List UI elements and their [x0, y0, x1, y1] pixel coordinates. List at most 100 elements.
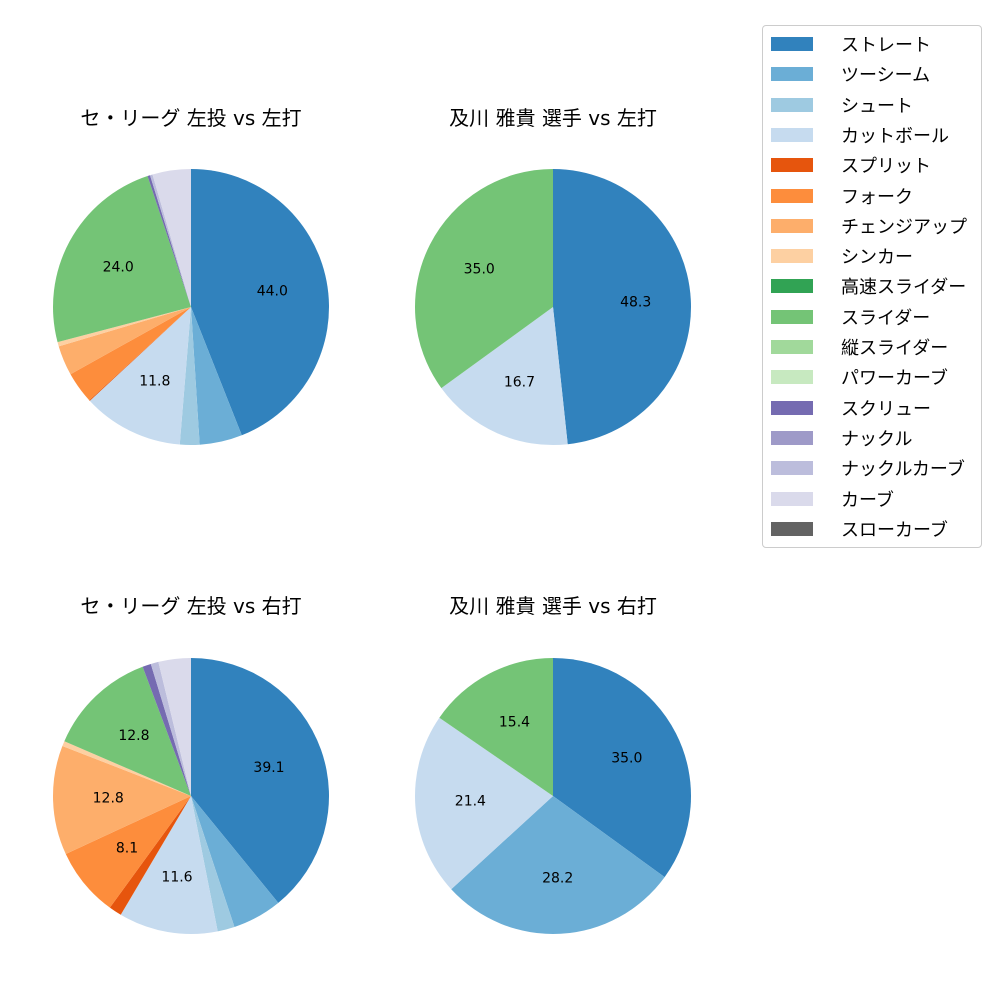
- legend-label: ツーシーム: [841, 65, 931, 87]
- legend-label: ナックルカーブ: [841, 459, 965, 481]
- pie-slice: [439, 658, 553, 796]
- legend-swatch: [771, 127, 813, 142]
- legend-swatch: [771, 461, 813, 476]
- pie-slice: [142, 663, 191, 796]
- slice-value-label: 16.7: [504, 375, 535, 391]
- chart-title-2: 及川 雅貴 選手 vs 左打: [449, 106, 657, 130]
- pie-slice: [150, 174, 191, 307]
- pie-slice: [89, 307, 191, 401]
- legend-item: カットボール: [771, 120, 949, 150]
- legend-label: スローカーブ: [841, 519, 948, 541]
- legend-swatch: [771, 400, 813, 415]
- slice-value-label: 35.0: [464, 261, 495, 277]
- legend-item: シンカー: [771, 241, 913, 271]
- slice-value-label: 24.0: [103, 260, 134, 276]
- legend-item: パワーカーブ: [771, 362, 948, 392]
- pie-slice: [191, 796, 279, 927]
- legend-item: 縦スライダー: [771, 332, 948, 362]
- legend-swatch: [771, 249, 813, 264]
- pie-slice: [120, 796, 218, 934]
- chart-title-3: セ・リーグ 左投 vs 右打: [80, 594, 302, 618]
- legend-swatch: [771, 340, 813, 354]
- legend-item: スライダー: [771, 302, 930, 332]
- legend-swatch: [771, 521, 813, 536]
- legend-label: 高速スライダー: [841, 277, 967, 299]
- pie-slice: [553, 658, 691, 878]
- pie-slice: [158, 658, 191, 796]
- pie-slice: [58, 307, 191, 375]
- legend-item: ナックルカーブ: [771, 453, 965, 483]
- legend-item: カーブ: [771, 484, 894, 514]
- legend-label: カットボール: [841, 125, 949, 147]
- pie-slice: [70, 307, 191, 401]
- pie-slice: [415, 169, 553, 389]
- chart-title-4: 及川 雅貴 選手 vs 右打: [449, 594, 657, 618]
- legend-label: チェンジアップ: [841, 216, 967, 238]
- legend-item: ツーシーム: [771, 59, 930, 89]
- chart-title-1: セ・リーグ 左投 vs 左打: [80, 106, 302, 130]
- legend-item: シュート: [771, 90, 913, 120]
- pie-slice: [62, 741, 191, 796]
- slice-value-label: 12.8: [118, 728, 149, 744]
- legend-swatch: [771, 430, 813, 445]
- pie-slice: [65, 796, 191, 908]
- pie-slice: [191, 796, 235, 932]
- pie-slice: [553, 169, 692, 445]
- pie-slice: [451, 796, 665, 935]
- pie-slice: [109, 796, 191, 915]
- pie-slice: [53, 176, 192, 343]
- legend-swatch: [771, 491, 813, 506]
- pie-slice: [57, 307, 191, 347]
- legend-label: シンカー: [841, 247, 913, 269]
- pie-slice: [191, 169, 330, 436]
- pie-slice: [152, 169, 191, 307]
- legend-label: シュート: [841, 95, 913, 117]
- legend-item: 高速スライダー: [771, 271, 966, 301]
- legend-swatch: [771, 37, 813, 51]
- legend-swatch: [771, 97, 813, 112]
- pie-slice: [191, 658, 329, 903]
- legend-label: パワーカーブ: [841, 368, 948, 390]
- legend-label: 縦スライダー: [841, 338, 949, 359]
- legend-swatch: [771, 188, 813, 203]
- slice-value-label: 28.2: [542, 871, 573, 887]
- pie-slice: [150, 661, 191, 796]
- legend-label: スライダー: [841, 307, 931, 329]
- slice-value-label: 11.8: [139, 373, 170, 389]
- legend-swatch: [771, 370, 813, 385]
- legend-swatch: [771, 279, 813, 294]
- legend-item: フォーク: [771, 181, 913, 211]
- pie-slice: [89, 307, 191, 445]
- legend: ストレートツーシームシュートカットボール スプリットフォークチェンジアップ シンカー…: [762, 25, 982, 548]
- slice-value-label: 8.1: [116, 841, 138, 857]
- legend-item: スクリュー: [771, 393, 931, 423]
- legend-label: ストレート: [841, 35, 931, 56]
- slice-value-label: 35.0: [611, 750, 642, 766]
- legend-item: ナックル: [771, 423, 912, 453]
- legend-swatch: [771, 67, 813, 82]
- legend-item: スローカーブ: [771, 514, 948, 544]
- pie-slice: [415, 717, 553, 890]
- pie-slice: [179, 307, 200, 445]
- slice-value-label: 15.4: [499, 715, 530, 731]
- legend-item: スプリット: [771, 150, 931, 180]
- legend-swatch: [771, 309, 813, 324]
- legend-label: フォーク: [841, 186, 913, 208]
- legend-label: カーブ: [841, 489, 894, 511]
- legend-label: スクリュー: [841, 398, 931, 420]
- pie-slice: [191, 307, 242, 445]
- slice-value-label: 39.1: [253, 760, 284, 776]
- legend-swatch: [771, 218, 813, 233]
- slice-value-label: 44.0: [257, 283, 288, 299]
- pie-slice: [147, 175, 191, 307]
- pie-slice: [441, 307, 568, 446]
- pie-slice: [52, 746, 191, 854]
- pie-slice: [64, 666, 191, 796]
- slice-value-label: 48.3: [620, 295, 651, 311]
- legend-label: ナックル: [841, 428, 913, 450]
- legend-label: スプリット: [841, 156, 931, 178]
